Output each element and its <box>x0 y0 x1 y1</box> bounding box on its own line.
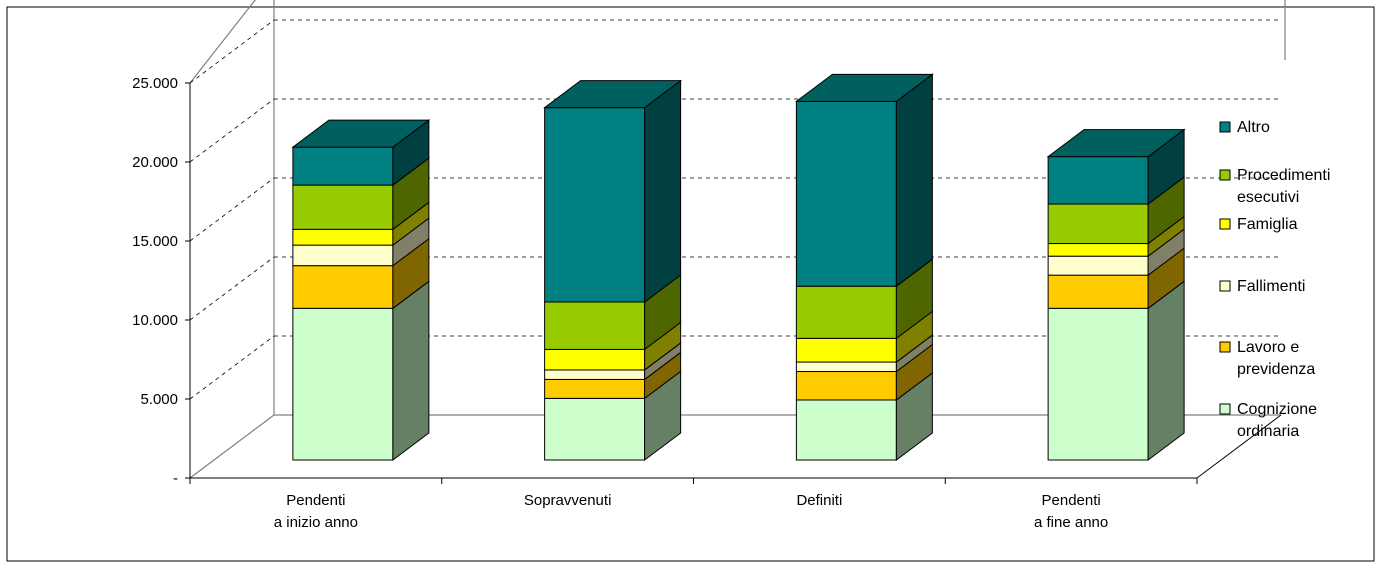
back-wall <box>273 0 1286 415</box>
bar-segment <box>292 228 394 246</box>
bar-stack <box>543 79 683 461</box>
bar-segment <box>544 378 646 399</box>
bar-segment-side <box>895 73 933 288</box>
bar-top <box>291 119 431 148</box>
bar-top <box>543 80 683 109</box>
bar-segment <box>795 285 897 339</box>
legend-label: Fallimenti <box>1237 278 1305 295</box>
bar-segment <box>544 107 646 303</box>
floor-right-edge <box>1196 414 1282 479</box>
legend-item: Fallimenti <box>1219 278 1305 295</box>
legend-item: Famiglia <box>1219 216 1298 233</box>
y-tick-label: - <box>173 470 178 487</box>
bar-segment <box>292 146 394 186</box>
gridlines <box>189 19 1281 400</box>
bar-segment <box>292 184 394 230</box>
bar-segment <box>544 301 646 350</box>
legend-item: Procedimenti esecutivi <box>1219 167 1330 206</box>
bar-segment <box>544 369 646 380</box>
legend-label: Procedimenti esecutivi <box>1237 167 1330 206</box>
bar-segment-side <box>392 280 430 461</box>
x-category-label: Sopravvenuti <box>524 492 612 509</box>
x-category-label: Definiti <box>796 492 842 509</box>
bar-segment <box>1047 307 1149 461</box>
bar-top <box>794 73 934 102</box>
x-axis: Pendenti a inizio anno Sopravvenuti Definit… <box>189 477 1198 531</box>
x-category-label: Pendenti a inizio anno <box>274 492 358 531</box>
bar-segment <box>1047 156 1149 205</box>
bar-segment <box>795 337 897 363</box>
y-tick-label: 25.000 <box>132 75 178 92</box>
gridline-side <box>189 256 275 321</box>
legend-swatch <box>1219 280 1231 292</box>
bar-segment <box>292 265 394 309</box>
gridline-side <box>189 335 275 400</box>
bar-top <box>1046 129 1186 158</box>
left-wall-top-edge <box>189 0 256 84</box>
bar-segment <box>1047 255 1149 276</box>
bar-segment <box>795 399 897 461</box>
bar-segment <box>795 100 897 287</box>
legend-item: Altro <box>1219 119 1270 136</box>
bar-segment-side <box>644 79 682 303</box>
bar-segment <box>544 348 646 371</box>
legend-label: Lavoro e previdenza <box>1237 339 1315 378</box>
legend-label: Famiglia <box>1237 216 1298 233</box>
bars <box>291 73 1186 461</box>
bar-segment <box>1047 274 1149 309</box>
legend-item: Cognizione ordinaria <box>1219 401 1317 440</box>
bar-segment-side <box>1147 280 1185 461</box>
bar-segment <box>1047 243 1149 257</box>
y-tick-label: 15.000 <box>132 233 178 250</box>
legend-label: Cognizione ordinaria <box>1237 401 1317 440</box>
bar-segment <box>544 397 646 461</box>
floor-left-edge <box>189 414 275 479</box>
legend-swatch <box>1219 403 1231 415</box>
y-tick-label: 10.000 <box>132 312 178 329</box>
legend-swatch <box>1219 218 1231 230</box>
bar-segment <box>292 244 394 267</box>
bar-segment <box>795 371 897 401</box>
gridline-side <box>189 19 275 84</box>
y-axis: - 5.000 10.000 15.000 20.000 25.000 <box>132 75 191 487</box>
legend: Altro Procedimenti esecutivi Famiglia Fallim… <box>1219 119 1330 440</box>
gridline-side <box>189 98 275 163</box>
bar-stack <box>291 119 431 461</box>
legend-swatch <box>1219 121 1231 133</box>
bar-stack <box>794 73 934 461</box>
x-category-label: Pendenti a fine anno <box>1034 492 1108 531</box>
bar-segment <box>795 361 897 373</box>
bar-segment <box>292 307 394 461</box>
y-tick-label: 20.000 <box>132 154 178 171</box>
legend-swatch <box>1219 169 1231 181</box>
legend-swatch <box>1219 341 1231 353</box>
y-tick-label: 5.000 <box>140 391 178 408</box>
bar-stack <box>1046 128 1186 461</box>
legend-label: Altro <box>1237 119 1270 136</box>
gridline-side <box>189 177 275 242</box>
legend-item: Lavoro e previdenza <box>1219 339 1315 378</box>
bar-segment <box>1047 203 1149 245</box>
